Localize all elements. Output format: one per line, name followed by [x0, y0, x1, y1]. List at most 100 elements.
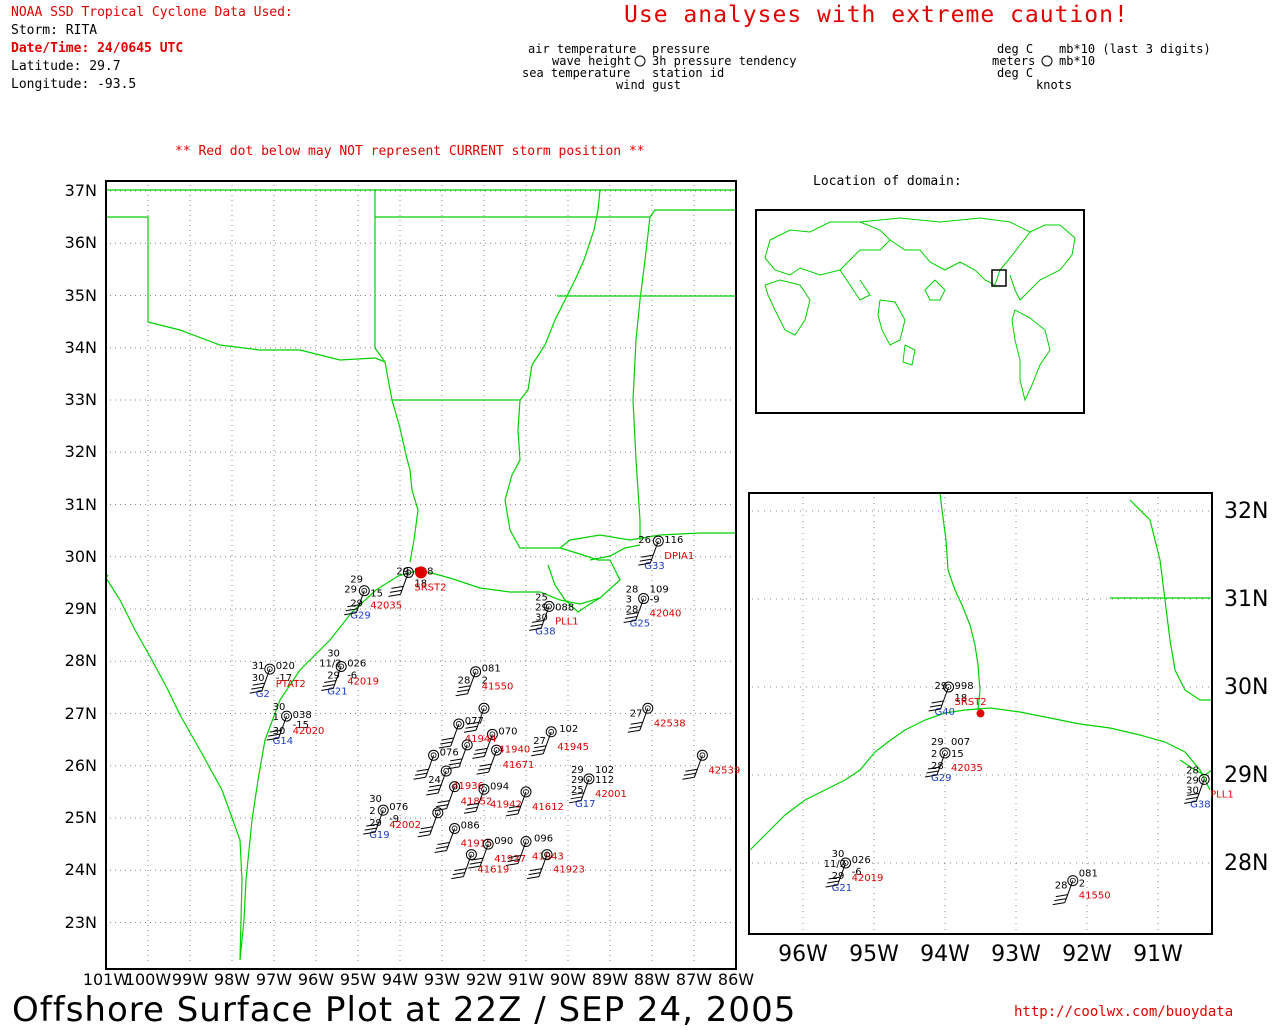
zoom-lat-label: 32N	[1224, 499, 1268, 524]
wind-barb-feather-icon	[641, 555, 653, 557]
wind-barb-feather-icon	[464, 730, 476, 732]
main-lon-label: 95W	[340, 970, 376, 989]
wind-barb-feather-icon	[415, 773, 427, 775]
station-value: 026	[347, 658, 366, 669]
wind-barb-feather-icon	[506, 814, 518, 816]
station-id: SRST2	[955, 697, 987, 708]
station-gust: G25	[630, 619, 650, 630]
station-id: 41550	[1079, 891, 1111, 902]
station-value: 31	[252, 661, 265, 672]
wind-barb-feather-icon	[436, 846, 448, 848]
plot-title: Offshore Surface Plot at 22Z / SEP 24, 2…	[12, 990, 796, 1030]
station-value: 007	[951, 737, 970, 748]
source-url-link[interactable]: http://coolwx.com/buoydata	[1014, 1004, 1233, 1020]
wind-barb-feather-icon	[436, 805, 448, 807]
station-id: PLL1	[1210, 789, 1234, 800]
station-value: 15	[370, 589, 383, 600]
main-lon-label: 87W	[676, 970, 712, 989]
station-id: 42020	[293, 726, 325, 737]
main-lat-label: 34N	[65, 338, 97, 357]
station-value: 020	[276, 661, 295, 672]
wind-barb-feather-icon	[438, 801, 450, 803]
main-lon-label: 93W	[424, 970, 460, 989]
wind-barb-feather-icon	[474, 752, 486, 754]
storm-position-dot	[415, 566, 427, 578]
main-lat-label: 28N	[65, 651, 97, 670]
station-gust: G17	[575, 799, 595, 810]
station-id: 42539	[708, 765, 740, 776]
station-gust: G40	[935, 707, 955, 718]
zoom-lat-label: 30N	[1224, 675, 1268, 700]
station-gust: G29	[931, 773, 951, 784]
station-id: 41612	[532, 802, 564, 813]
station-gust: G29	[350, 611, 370, 622]
station-id: DPIA1	[664, 551, 694, 562]
station-id: 41923	[553, 865, 585, 876]
wind-barb-feather-icon	[442, 738, 454, 740]
wind-barb-feather-icon	[472, 756, 484, 758]
main-lat-label: 24N	[65, 860, 97, 879]
storm-position-dot-zoom	[977, 709, 985, 717]
station-value: 112	[595, 775, 614, 786]
station-value: 29	[935, 681, 948, 692]
wind-barb-feather-icon	[685, 769, 697, 771]
wind-barb-feather-icon	[533, 750, 545, 752]
wind-barb-feather-icon	[457, 690, 469, 692]
station-id: 42001	[595, 789, 627, 800]
station-gust: G38	[535, 626, 555, 637]
station-gust: G19	[369, 830, 389, 841]
main-lon-label: 101W	[83, 970, 129, 989]
station-value: 1	[273, 712, 279, 723]
legend-unit-circle-icon	[1042, 56, 1052, 66]
wind-barb-feather-icon	[932, 701, 944, 703]
wind-barb-feather-icon	[527, 877, 539, 879]
main-lat-label: 37N	[65, 181, 97, 200]
wind-barb-feather-icon	[421, 827, 433, 829]
wind-barb-feather-icon	[417, 769, 429, 771]
wind-barb-feather-icon	[435, 850, 447, 852]
wind-barb-feather-icon	[478, 768, 490, 770]
inset-world-map	[756, 210, 1084, 413]
station-value: 090	[494, 836, 513, 847]
main-lat-label: 36N	[65, 233, 97, 252]
main-lat-label: 29N	[65, 599, 97, 618]
station-gust: G38	[1190, 799, 1210, 810]
main-station: 42539	[682, 750, 740, 779]
main-lat-label: 27N	[65, 704, 97, 723]
main-lat-label: 25N	[65, 808, 97, 827]
station-gust: G21	[327, 686, 347, 697]
station-gust: G33	[644, 561, 664, 572]
main-lon-label: 99W	[172, 970, 208, 989]
zoom-lat-label: 29N	[1224, 763, 1268, 788]
station-id: 42040	[650, 609, 682, 620]
wind-barb-feather-icon	[388, 594, 400, 596]
wind-barb-feather-icon	[453, 873, 465, 875]
wind-barb-feather-icon	[428, 789, 440, 791]
station-value: 081	[482, 664, 501, 675]
station-id: 42035	[370, 601, 402, 612]
station-value: 2	[369, 806, 375, 817]
main-lat-label: 35N	[65, 286, 97, 305]
station-gust: G14	[273, 736, 293, 747]
main-lon-label: 89W	[592, 970, 628, 989]
station-value: 102	[559, 724, 578, 735]
station-value: 11/2	[824, 859, 846, 870]
main-station-layer: 2999818SRST226116DPIA1G332929152942035G2…	[250, 535, 740, 879]
wind-barb-feather-icon	[631, 722, 643, 724]
wind-barb-feather-icon	[391, 586, 403, 588]
wind-barb-feather-icon	[682, 777, 694, 779]
inset-coastlines	[765, 218, 1075, 400]
station-value: 2	[931, 749, 937, 760]
station-value: 29	[931, 737, 944, 748]
station-value: 24	[428, 775, 441, 786]
